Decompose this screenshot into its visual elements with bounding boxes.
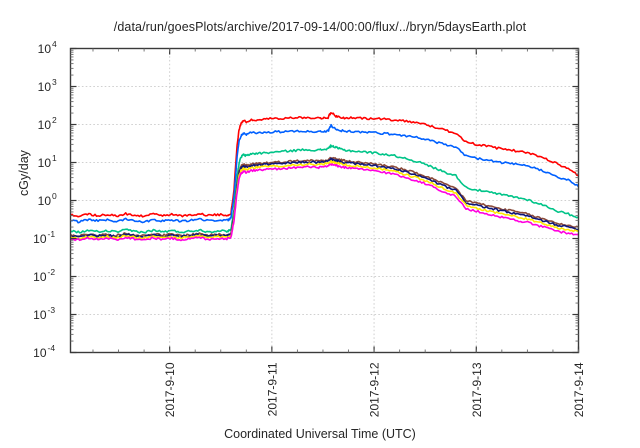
x-tick-label: 2017-9-14	[572, 362, 586, 417]
y-tick-label: 10	[33, 308, 47, 322]
y-tick-label: 10	[38, 42, 52, 56]
series-line-channel-3	[70, 144, 579, 234]
x-tick-label: 2017-9-10	[163, 362, 177, 417]
y-tick-exponent: 3	[52, 77, 57, 87]
grid-lines	[70, 48, 579, 353]
y-tick-exponent: 4	[52, 39, 57, 49]
x-tick-label: 2017-9-12	[368, 362, 382, 417]
series-line-channel-7	[70, 163, 579, 242]
x-axis-ticks: 2017-9-10 2017-9-11 2017-9-12 2017-9-13 2017…	[92, 48, 586, 417]
series-line-channel-4	[70, 156, 579, 238]
y-tick-label: 10	[33, 346, 47, 360]
y-tick-exponent: 2	[52, 115, 57, 125]
x-tick-label: 2017-9-11	[265, 362, 279, 416]
y-tick-label: 10	[38, 118, 52, 132]
y-tick-label: 10	[33, 270, 47, 284]
y-tick-label: 10	[33, 232, 47, 246]
y-tick-label: 10	[38, 194, 52, 208]
y-tick-exponent: -4	[48, 343, 56, 353]
page-title: /data/run/goesPlots/archive/2017-09-14/0…	[113, 20, 527, 34]
series-line-channel-5	[70, 157, 579, 239]
y-tick-exponent: 0	[52, 191, 57, 201]
series-line-channel-1	[70, 112, 579, 218]
series-line-channel-6	[70, 160, 579, 240]
y-tick-exponent: -2	[48, 267, 56, 277]
series-line-channel-2	[70, 123, 579, 224]
y-tick-exponent: 1	[52, 153, 57, 163]
data-series-group	[70, 112, 579, 242]
y-tick-label: 10	[38, 80, 52, 94]
y-tick-label: 10	[38, 156, 52, 170]
x-axis-label: Coordinated Universal Time (UTC)	[224, 427, 416, 441]
y-tick-exponent: -1	[48, 229, 56, 239]
x-tick-label: 2017-9-13	[470, 362, 484, 417]
y-tick-exponent: -3	[48, 305, 56, 315]
